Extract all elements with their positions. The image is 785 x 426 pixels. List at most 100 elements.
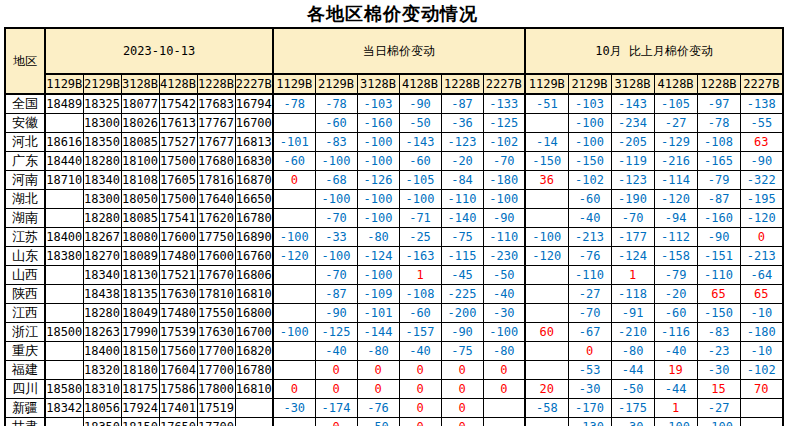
monthly-change-cell[interactable]: -158	[654, 247, 697, 266]
monthly-change-cell[interactable]: 15	[697, 380, 740, 399]
price-cell[interactable]: 17800	[197, 380, 235, 399]
region-cell[interactable]: 安徽	[5, 114, 45, 133]
price-cell[interactable]: 17604	[159, 361, 197, 380]
region-cell[interactable]: 浙江	[5, 323, 45, 342]
price-cell[interactable]	[45, 304, 83, 323]
price-cell[interactable]: 18056	[83, 399, 121, 418]
monthly-change-cell[interactable]: -27	[697, 399, 740, 418]
monthly-change-cell[interactable]: 1	[611, 266, 654, 285]
monthly-change-cell[interactable]: -78	[697, 114, 740, 133]
daily-change-cell[interactable]: -60	[399, 152, 441, 171]
price-cell[interactable]: 18350	[83, 133, 121, 152]
daily-change-cell[interactable]: -100	[357, 152, 399, 171]
region-cell[interactable]: 全国	[5, 94, 45, 114]
price-cell[interactable]: 18300	[83, 114, 121, 133]
daily-change-cell[interactable]: -80	[357, 228, 399, 247]
price-cell[interactable]: 16810	[235, 380, 273, 399]
monthly-change-cell[interactable]: -100	[654, 418, 697, 426]
price-cell[interactable]: 16820	[235, 342, 273, 361]
daily-change-cell[interactable]: 0	[315, 380, 357, 399]
daily-change-cell[interactable]: -20	[441, 152, 483, 171]
monthly-change-cell[interactable]: -79	[654, 266, 697, 285]
monthly-change-cell[interactable]	[525, 342, 568, 361]
grade-column-header[interactable]: 3128B	[121, 74, 159, 94]
daily-change-cell[interactable]: -115	[441, 247, 483, 266]
price-cell[interactable]: 16810	[235, 285, 273, 304]
price-cell[interactable]: 18280	[83, 304, 121, 323]
grade-column-header[interactable]: 4128B	[654, 74, 697, 94]
monthly-change-cell[interactable]: -105	[654, 94, 697, 114]
price-cell[interactable]: 18089	[121, 247, 159, 266]
daily-change-cell[interactable]	[273, 266, 315, 285]
price-cell[interactable]: 16700	[235, 323, 273, 342]
monthly-change-cell[interactable]: -40	[568, 209, 611, 228]
price-cell[interactable]: 17519	[197, 399, 235, 418]
monthly-change-cell[interactable]: 1	[654, 399, 697, 418]
monthly-change-cell[interactable]: 60	[525, 323, 568, 342]
daily-change-cell[interactable]: -76	[357, 399, 399, 418]
daily-change-cell[interactable]: -105	[399, 171, 441, 190]
daily-change-cell[interactable]: -163	[399, 247, 441, 266]
monthly-change-cell[interactable]: 65	[697, 285, 740, 304]
price-cell[interactable]: 16780	[235, 209, 273, 228]
price-cell[interactable]: 17630	[197, 323, 235, 342]
daily-change-cell[interactable]: -100	[273, 323, 315, 342]
daily-change-cell[interactable]: 0	[357, 380, 399, 399]
daily-change-cell[interactable]	[273, 209, 315, 228]
monthly-change-cell[interactable]: -30	[611, 418, 654, 426]
monthly-change-cell[interactable]: -94	[654, 209, 697, 228]
daily-change-cell[interactable]: -140	[441, 209, 483, 228]
daily-change-cell[interactable]	[273, 361, 315, 380]
price-cell[interactable]: 17620	[197, 209, 235, 228]
price-cell[interactable]: 17683	[197, 94, 235, 114]
monthly-change-cell[interactable]: 0	[568, 342, 611, 361]
monthly-change-cell[interactable]: -60	[654, 304, 697, 323]
price-cell[interactable]: 16800	[235, 304, 273, 323]
daily-change-cell[interactable]: -108	[399, 285, 441, 304]
price-cell[interactable]: 18710	[45, 171, 83, 190]
price-cell[interactable]: 18325	[83, 94, 121, 114]
monthly-change-cell[interactable]: -67	[568, 323, 611, 342]
monthly-change-cell[interactable]: -119	[611, 152, 654, 171]
daily-change-cell[interactable]: -90	[441, 323, 483, 342]
daily-change-cell[interactable]: -50	[357, 418, 399, 426]
daily-change-cell[interactable]: -87	[315, 285, 357, 304]
price-cell[interactable]: 18340	[83, 266, 121, 285]
monthly-change-cell[interactable]: -150	[568, 152, 611, 171]
daily-change-cell[interactable]: -80	[483, 342, 525, 361]
daily-change-cell[interactable]: -100	[315, 247, 357, 266]
monthly-change-cell[interactable]: -97	[697, 94, 740, 114]
price-cell[interactable]: 18100	[121, 152, 159, 171]
region-cell[interactable]: 新疆	[5, 399, 45, 418]
monthly-change-cell[interactable]: -100	[525, 228, 568, 247]
monthly-change-cell[interactable]	[525, 304, 568, 323]
price-cell[interactable]: 18320	[83, 361, 121, 380]
daily-change-cell[interactable]: -45	[441, 266, 483, 285]
region-cell[interactable]: 福建	[5, 361, 45, 380]
price-cell[interactable]: 18400	[83, 342, 121, 361]
daily-change-cell[interactable]: -120	[273, 247, 315, 266]
price-cell[interactable]: 17605	[159, 171, 197, 190]
daily-change-cell[interactable]: -100	[357, 190, 399, 209]
price-cell[interactable]: 18180	[121, 361, 159, 380]
price-cell[interactable]: 16813	[235, 133, 273, 152]
price-cell[interactable]	[45, 418, 83, 426]
monthly-change-cell[interactable]: -120	[525, 247, 568, 266]
daily-change-cell[interactable]: -80	[357, 342, 399, 361]
price-cell[interactable]: 17600	[197, 247, 235, 266]
monthly-change-cell[interactable]: -100	[568, 133, 611, 152]
daily-change-cell[interactable]	[483, 418, 525, 426]
price-cell[interactable]: 16760	[235, 247, 273, 266]
monthly-change-cell[interactable]	[525, 190, 568, 209]
price-cell[interactable]: 18280	[83, 152, 121, 171]
region-cell[interactable]: 江西	[5, 304, 45, 323]
daily-change-cell[interactable]: -68	[315, 171, 357, 190]
monthly-change-cell[interactable]: -170	[568, 399, 611, 418]
monthly-change-cell[interactable]: -102	[568, 171, 611, 190]
monthly-change-cell[interactable]: -143	[611, 94, 654, 114]
daily-change-cell[interactable]: -110	[483, 228, 525, 247]
price-cell[interactable]: 18310	[83, 380, 121, 399]
monthly-change-cell[interactable]: -120	[654, 190, 697, 209]
region-cell[interactable]: 重庆	[5, 342, 45, 361]
price-cell[interactable]: 17810	[197, 285, 235, 304]
